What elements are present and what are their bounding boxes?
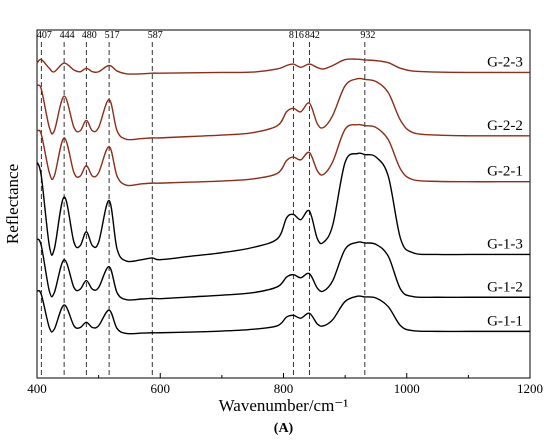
peak-label-587: 587 bbox=[148, 30, 163, 41]
panel-label: (A) bbox=[274, 421, 294, 436]
series-label-g-1-2: G-1-2 bbox=[487, 279, 523, 295]
x-tick-label-800: 800 bbox=[274, 381, 294, 396]
x-tick-label-1000: 1000 bbox=[394, 381, 420, 396]
series-line-g-2-1 bbox=[36, 123, 530, 187]
x-axis-ticks: 400 600 800 1000 1200 bbox=[27, 373, 543, 396]
peak-label-517: 517 bbox=[105, 30, 120, 41]
series-label-g-2-2: G-2-2 bbox=[487, 118, 523, 134]
x-axis-title: Wavenumber/cm⁻¹ bbox=[219, 396, 349, 415]
x-tick-label-1200: 1200 bbox=[517, 381, 543, 396]
series-label-g-1-3: G-1-3 bbox=[487, 236, 523, 252]
peak-label-444: 444 bbox=[60, 30, 75, 41]
y-axis-title: Reflectance bbox=[3, 164, 22, 244]
x-tick-label-600: 600 bbox=[151, 381, 171, 396]
peak-labels: 407 444 480 517 587 816 842 932 bbox=[37, 30, 376, 41]
series-line-g-2-2 bbox=[36, 77, 530, 141]
series-line-g-1-3 bbox=[36, 152, 530, 263]
series-label-g-2-1: G-2-1 bbox=[487, 164, 523, 180]
series-lines bbox=[36, 58, 530, 335]
series-line-g-1-2 bbox=[36, 238, 530, 301]
peak-label-480: 480 bbox=[82, 30, 97, 41]
series-labels: G-2-3 G-2-2 G-2-1 G-1-3 G-1-2 G-1-1 bbox=[487, 54, 523, 329]
series-label-g-1-1: G-1-1 bbox=[487, 313, 523, 329]
peak-label-407: 407 bbox=[37, 30, 52, 41]
series-line-g-2-3 bbox=[36, 58, 530, 75]
x-tick-label-400: 400 bbox=[27, 381, 47, 396]
peak-label-842: 842 bbox=[305, 30, 320, 41]
peak-label-816: 816 bbox=[289, 30, 304, 41]
reference-lines bbox=[40, 42, 366, 378]
series-label-g-2-3: G-2-3 bbox=[487, 54, 523, 70]
peak-label-932: 932 bbox=[360, 30, 375, 41]
plot-area: 407 444 480 517 587 816 842 932 G-2-3 G-2-2 G-2-1… bbox=[27, 29, 543, 396]
series-line-g-1-1 bbox=[36, 289, 530, 335]
